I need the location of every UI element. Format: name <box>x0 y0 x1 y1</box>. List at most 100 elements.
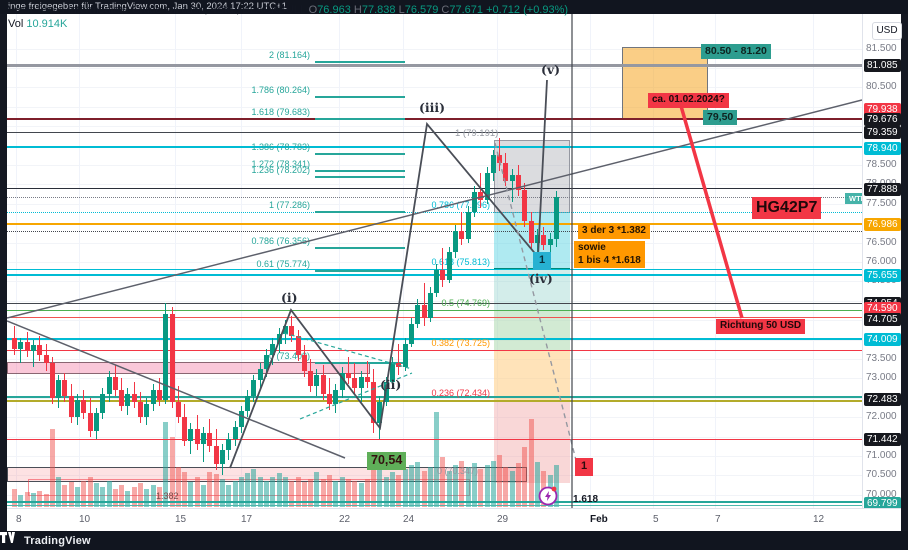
elliott-wave-label[interactable]: (v) <box>541 62 561 77</box>
price-line[interactable] <box>7 338 862 340</box>
candle <box>522 190 528 222</box>
volume-bar <box>37 491 43 507</box>
price-line[interactable] <box>7 146 862 148</box>
price-line[interactable] <box>7 303 862 304</box>
volume-bar <box>131 487 137 507</box>
grid-line-v <box>241 14 242 508</box>
trend-line[interactable] <box>299 372 413 420</box>
price-line[interactable] <box>7 350 862 351</box>
candle <box>295 335 301 356</box>
grid-line-h <box>7 203 862 205</box>
volume-bar <box>390 472 395 507</box>
annotation-badge[interactable]: Richtung 50 USD <box>716 319 806 334</box>
elliott-wave-label[interactable]: (ii) <box>380 377 402 392</box>
symbol-title[interactable]: West Texas Intermediate Crude Oil cash, … <box>8 4 306 16</box>
time-axis-tick: 7 <box>715 514 721 525</box>
candle <box>509 174 515 181</box>
volume-bar <box>358 483 364 507</box>
fib-text: 1.618 <box>573 494 599 505</box>
trend-line[interactable] <box>283 332 413 370</box>
candle <box>188 428 194 441</box>
close-value: 77.671 <box>449 4 484 16</box>
trend-line[interactable] <box>494 142 579 469</box>
annotation-badge[interactable]: 79,50 <box>703 110 738 126</box>
annotation-badge[interactable]: WTI <box>845 193 862 205</box>
price-axis-badge: 74.705 <box>864 313 901 326</box>
symbol-header[interactable]: West Texas Intermediate Crude Oil cash, … <box>8 4 568 30</box>
projection-zone[interactable] <box>622 47 708 120</box>
annotation-badge[interactable]: ca. 01.02.2024? <box>648 93 729 108</box>
fib-level-line[interactable] <box>315 361 405 364</box>
trend-line[interactable] <box>7 320 346 459</box>
price-line[interactable] <box>7 212 862 213</box>
candle-wick <box>423 283 425 327</box>
annotation-badge[interactable]: 1 <box>533 252 551 270</box>
trend-line[interactable] <box>679 105 744 319</box>
drawings-overlay[interactable] <box>7 14 862 508</box>
projection-zone[interactable] <box>494 310 570 350</box>
price-line[interactable] <box>7 505 862 506</box>
annotation-badge[interactable]: 80.50 - 81.20 <box>701 44 771 60</box>
fib-level-line[interactable] <box>315 175 405 178</box>
price-line[interactable] <box>7 317 862 318</box>
volume-bar <box>352 481 358 507</box>
time-axis[interactable]: 8 10 15 17 22 24 29 Feb 5 7 12 <box>7 508 901 531</box>
price-line[interactable] <box>7 197 862 198</box>
volume-bar <box>371 452 377 507</box>
candle <box>345 372 351 379</box>
price-axis-badge: 71.442 <box>864 432 901 446</box>
price-line[interactable] <box>7 231 862 232</box>
fib-level-line[interactable] <box>315 211 405 214</box>
candle <box>68 395 74 418</box>
volume-bar <box>320 479 326 507</box>
fib-level-line[interactable] <box>315 95 405 98</box>
projection-zone[interactable] <box>7 362 370 374</box>
projection-zone[interactable] <box>494 350 570 401</box>
annotation-badge[interactable]: 3 der 3 *1.382 <box>578 224 650 239</box>
chart-canvas[interactable]: 2 (81.164) 1.786 (80.264) 1.618 (79.683) 1.… <box>7 14 862 508</box>
volume-bar <box>219 479 225 507</box>
price-line[interactable] <box>7 310 862 311</box>
annotation-badge[interactable]: 70,54 <box>367 452 407 470</box>
trend-line[interactable] <box>7 99 862 319</box>
fib-level-line[interactable] <box>315 118 405 121</box>
candle <box>37 345 43 356</box>
candle <box>308 370 314 387</box>
price-line[interactable] <box>7 396 862 398</box>
elliott-wave-label[interactable]: (iv) <box>529 271 553 286</box>
candle-wick <box>354 362 356 394</box>
fib-level-line[interactable] <box>315 170 405 173</box>
fib-level-line[interactable] <box>315 153 405 156</box>
volume-bar <box>106 481 112 507</box>
price-axis[interactable]: 81.50080.50078.50078.00077.50076.50076.0… <box>862 14 901 531</box>
currency-button[interactable]: USD <box>872 22 902 40</box>
price-line[interactable] <box>7 501 862 503</box>
volume-bar <box>207 472 213 507</box>
candle <box>251 380 257 396</box>
annotation-badge[interactable]: 1 <box>575 458 593 476</box>
price-line[interactable] <box>7 269 862 270</box>
candle <box>320 374 326 394</box>
volume-bar <box>12 489 17 507</box>
event-lightning-icon[interactable] <box>538 486 558 506</box>
elliott-wave-label[interactable]: (i) <box>281 290 298 305</box>
elliott-wave-label[interactable]: (iii) <box>419 100 446 115</box>
price-line[interactable] <box>7 118 862 120</box>
price-line[interactable] <box>7 400 862 402</box>
price-axis-badge: 77.888 <box>864 182 901 196</box>
fib-level-line[interactable] <box>315 269 405 272</box>
volume-bar <box>345 479 351 507</box>
annotation-badge[interactable]: HG42P7 <box>752 197 822 219</box>
price-line[interactable] <box>7 223 862 225</box>
fib-level-line[interactable] <box>315 60 405 63</box>
candle <box>232 426 238 439</box>
fib-level-line[interactable] <box>315 247 405 250</box>
trend-line[interactable] <box>229 79 548 469</box>
price-line[interactable] <box>7 188 862 189</box>
price-line[interactable] <box>7 64 862 67</box>
price-line[interactable] <box>7 439 862 440</box>
fib-level-label: 2 (81.164) <box>268 49 310 60</box>
annotation-badge[interactable]: sowie 1 bis 4 *1.618 <box>574 241 645 268</box>
candle <box>270 343 276 356</box>
footer-brand[interactable]: TradingView <box>24 534 91 547</box>
